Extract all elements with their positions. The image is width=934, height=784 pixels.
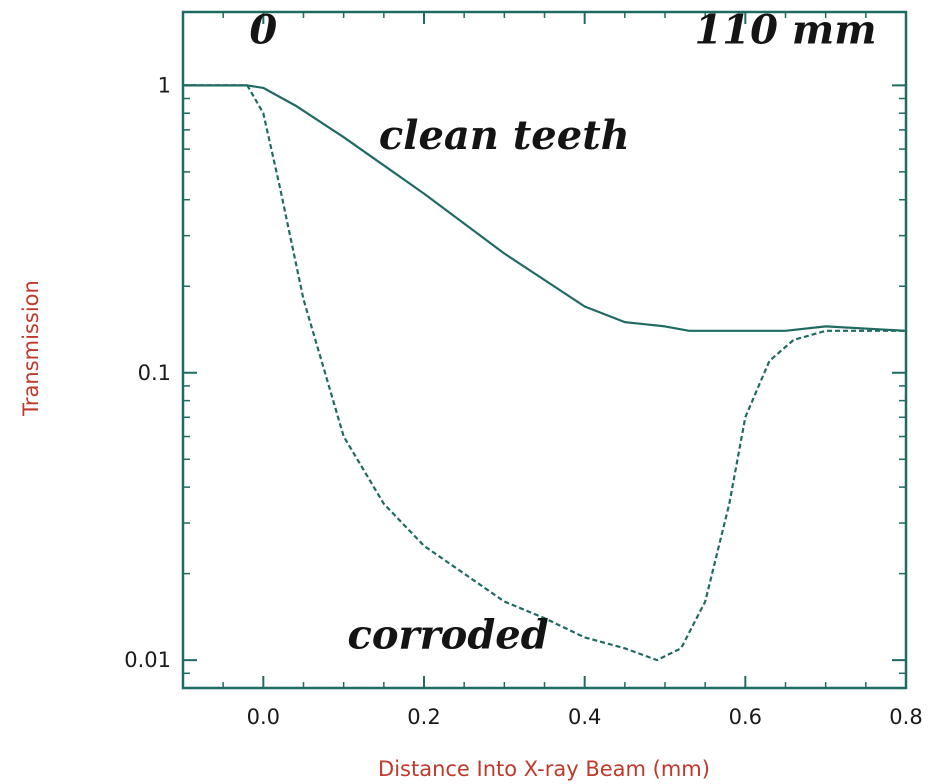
x-tick-label: 0.6 xyxy=(729,705,762,729)
series-line-clean-teeth xyxy=(183,84,907,332)
annotations-group: 0 110 mm clean teeth corroded xyxy=(249,6,876,658)
x-tick-label: 0.2 xyxy=(407,705,440,729)
x-tick-label: 0.0 xyxy=(247,705,280,729)
series-group xyxy=(183,84,907,662)
series-line-corroded xyxy=(183,84,906,662)
y-tick-label: 0.1 xyxy=(138,361,171,385)
annotation-label: 110 mm xyxy=(694,6,876,53)
annotation-label: 0 xyxy=(249,6,277,53)
annotation-label: clean teeth xyxy=(379,112,630,159)
x-tick-label: 0.8 xyxy=(889,705,922,729)
y-tick-label: 1 xyxy=(158,73,171,97)
y-tick-label: 0.01 xyxy=(124,648,171,672)
labels-group: Distance Into X-ray Beam (mm) Transmissi… xyxy=(19,280,710,781)
x-axis-title: Distance Into X-ray Beam (mm) xyxy=(378,757,710,781)
annotation-label: corroded xyxy=(347,611,548,658)
y-axis-title: Transmission xyxy=(19,280,43,417)
x-tick-label: 0.4 xyxy=(568,705,601,729)
ticks-group: 0.0 0.2 0.4 0.6 0.8 1 0.1 0.01 xyxy=(124,12,923,729)
